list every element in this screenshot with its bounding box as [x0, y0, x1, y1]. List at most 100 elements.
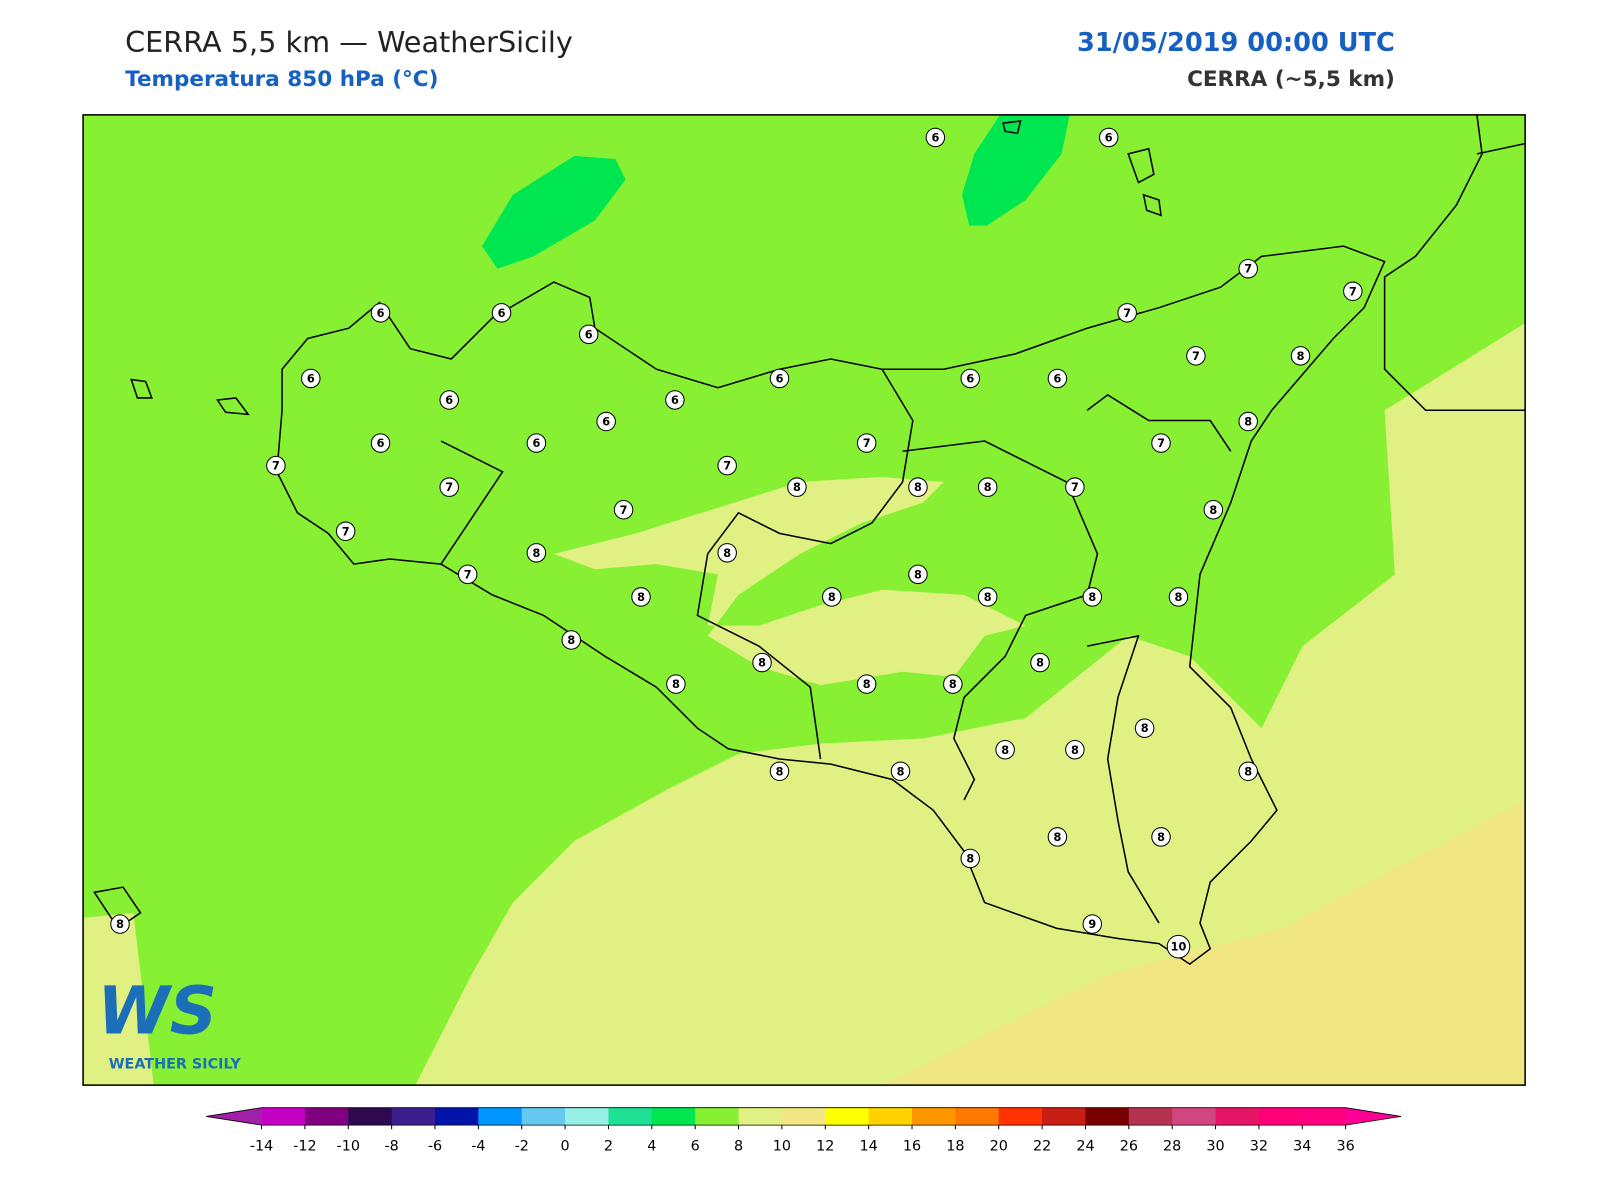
station-value: 6 [498, 307, 506, 320]
colorbar-tick-label: -8 [384, 1139, 398, 1155]
station-value: 8 [1071, 744, 1079, 757]
station-value: 6 [377, 307, 385, 320]
colorbar-extend-low [206, 1107, 262, 1126]
field-10 [83, 912, 154, 1086]
station-value: 6 [532, 437, 540, 450]
station-marker [665, 390, 685, 410]
datetime: 31/05/2019 00:00 UTC [1077, 28, 1395, 58]
colorbar-tick-label: -2 [515, 1139, 529, 1155]
station-value: 8 [723, 547, 731, 560]
colorbar-tick-label: 16 [903, 1139, 921, 1155]
station-marker [110, 914, 130, 934]
colorbar-segment [1258, 1107, 1303, 1126]
station-value: 8 [116, 918, 124, 931]
station-marker [925, 127, 946, 148]
station-value: 7 [723, 460, 731, 473]
colorbar-segment [781, 1107, 826, 1126]
station-value: 8 [1088, 591, 1096, 604]
station-marker [890, 761, 911, 782]
colorbar-segment [608, 1107, 653, 1126]
station-value: 8 [1036, 657, 1044, 670]
station-marker [526, 433, 547, 453]
field-6 [482, 155, 626, 269]
colorbar-tick-label: 32 [1250, 1139, 1268, 1155]
station-marker [1082, 914, 1103, 934]
colorbar-extend-high [1345, 1107, 1402, 1126]
colorbar-tick-label: 4 [647, 1139, 656, 1155]
station-marker [1047, 827, 1068, 847]
station-marker [717, 455, 737, 476]
station-marker [1117, 303, 1137, 323]
station-value: 10 [1171, 941, 1187, 954]
station-value: 8 [1244, 765, 1252, 778]
colorbar-tick-label: -6 [428, 1139, 442, 1155]
station-marker [856, 674, 877, 694]
station-marker [1186, 346, 1206, 366]
colorbar-segment [304, 1107, 349, 1126]
station-marker [960, 848, 980, 869]
station-marker [1098, 127, 1119, 148]
station-marker [1238, 411, 1258, 432]
station-marker [822, 587, 842, 607]
station-value: 8 [532, 547, 540, 560]
station-marker [613, 500, 634, 520]
colorbar-tick-label: 22 [1033, 1139, 1051, 1155]
station-value: 8 [966, 852, 974, 865]
colorbar-tick-label: -12 [293, 1139, 316, 1155]
colorbar-segment [1215, 1107, 1260, 1126]
station-value: 7 [1123, 307, 1131, 320]
colorbar-segment [695, 1107, 740, 1126]
colorbar-segment [1302, 1107, 1347, 1126]
station-value: 9 [1088, 918, 1096, 931]
colorbar-segment [998, 1107, 1043, 1126]
colorbar-segment [1085, 1107, 1130, 1126]
colorbar-segment [1128, 1107, 1173, 1126]
station-marker [769, 761, 790, 782]
station-marker [1166, 934, 1191, 959]
station-marker [769, 368, 790, 389]
station-value: 8 [984, 481, 992, 494]
station-marker [943, 674, 963, 694]
station-marker [370, 303, 391, 323]
station-marker [439, 390, 459, 410]
station-marker [1065, 477, 1085, 497]
station-value: 8 [1209, 504, 1217, 517]
station-marker [960, 368, 980, 389]
colorbar-segment [565, 1107, 609, 1126]
station-value: 6 [931, 131, 939, 144]
station-value: 8 [1157, 831, 1165, 844]
station-marker [1047, 368, 1068, 389]
station-value: 8 [793, 481, 801, 494]
station-value: 7 [464, 568, 472, 581]
station-value: 7 [620, 504, 628, 517]
colorbar-segment [825, 1107, 870, 1126]
station-value: 8 [863, 678, 871, 691]
station-marker [491, 303, 512, 323]
station-value: 8 [672, 678, 680, 691]
colorbar-segment [391, 1107, 436, 1126]
station-value: 8 [637, 591, 645, 604]
station-value: 6 [966, 372, 974, 385]
station-marker [1134, 718, 1155, 738]
station-marker [301, 368, 321, 389]
colorbar-tick-label: 36 [1337, 1139, 1355, 1155]
station-value: 7 [272, 460, 280, 473]
station-marker [1082, 587, 1103, 607]
coastline [93, 114, 1526, 966]
station-value: 7 [1071, 481, 1079, 494]
station-value: 7 [445, 481, 453, 494]
station-marker [1238, 761, 1258, 782]
station-marker [561, 630, 582, 650]
colorbar: -14 -12 -10 -8 -6 -4 -2 0 2 4 6 8 10 12 14 16 18 20 22 24 26… [206, 1107, 1402, 1155]
station-value: 6 [671, 394, 679, 407]
colorbar-segment [1172, 1107, 1217, 1126]
station-marker [787, 477, 807, 497]
station-marker [977, 477, 998, 497]
station-value: 7 [342, 525, 350, 538]
station-value: 7 [1244, 263, 1252, 276]
station-value: 8 [758, 657, 766, 670]
station-value: 6 [776, 372, 784, 385]
station-value: 8 [828, 591, 836, 604]
model-label: CERRA (~5,5 km) [1187, 67, 1395, 92]
colorbar-segment [738, 1107, 783, 1126]
